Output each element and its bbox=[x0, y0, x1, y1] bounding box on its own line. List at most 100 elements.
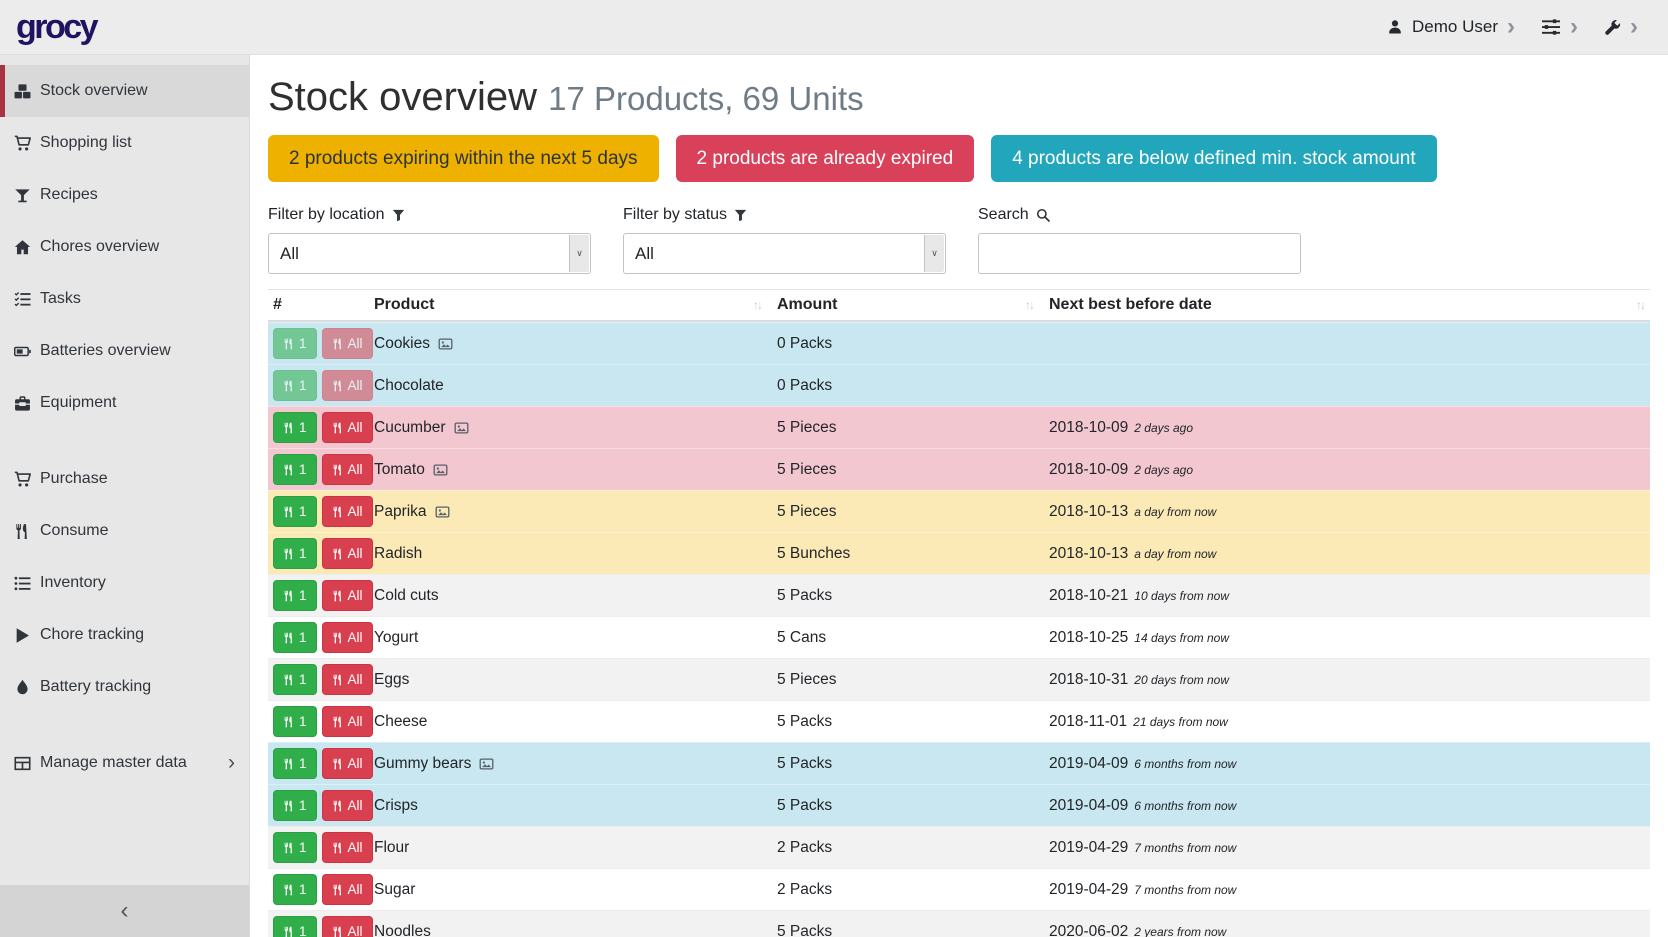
product-name[interactable]: Chocolate bbox=[374, 376, 444, 394]
utensils-icon bbox=[332, 548, 344, 560]
product-name[interactable]: Eggs bbox=[374, 670, 410, 688]
stock-table-body: 1 All Cookies 0 Packs bbox=[268, 322, 1650, 937]
consume-one-button[interactable]: 1 bbox=[273, 874, 317, 905]
utensils-icon bbox=[332, 632, 344, 644]
product-name[interactable]: Sugar bbox=[374, 880, 416, 898]
consume-all-button[interactable]: All bbox=[321, 748, 373, 779]
grocy-logo[interactable]: grocy bbox=[16, 7, 99, 46]
sort-icon[interactable]: ↑↓ bbox=[1025, 298, 1035, 312]
product-name[interactable]: Radish bbox=[374, 544, 423, 562]
product-name[interactable]: Crisps bbox=[374, 796, 418, 814]
consume-one-button[interactable]: 1 bbox=[273, 664, 317, 695]
consume-all-button[interactable]: All bbox=[321, 328, 373, 359]
consume-one-button[interactable]: 1 bbox=[273, 328, 317, 359]
consume-all-button[interactable]: All bbox=[321, 874, 373, 905]
sidebar-item-inventory[interactable]: Inventory bbox=[0, 557, 249, 609]
consume-one-button[interactable]: 1 bbox=[273, 706, 317, 737]
alert-info[interactable]: 4 products are below defined min. stock … bbox=[991, 135, 1437, 182]
consume-one-label: 1 bbox=[299, 882, 307, 897]
sort-icon[interactable]: ↑↓ bbox=[753, 298, 763, 312]
search-input[interactable] bbox=[978, 233, 1301, 274]
consume-one-button[interactable]: 1 bbox=[273, 748, 317, 779]
consume-one-button[interactable]: 1 bbox=[273, 496, 317, 527]
sidebar-item-recipes[interactable]: Recipes bbox=[0, 169, 249, 221]
consume-all-button[interactable]: All bbox=[321, 916, 373, 937]
consume-one-button[interactable]: 1 bbox=[273, 790, 317, 821]
column-header-product[interactable]: Product ↑↓ bbox=[374, 296, 777, 314]
sidebar-item-manage-master-data[interactable]: Manage master data › bbox=[0, 737, 249, 789]
consume-all-button[interactable]: All bbox=[321, 412, 373, 443]
product-image-icon[interactable] bbox=[438, 337, 453, 351]
product-name[interactable]: Flour bbox=[374, 838, 410, 856]
product-name[interactable]: Cucumber bbox=[374, 418, 446, 436]
funnel-icon bbox=[734, 209, 747, 222]
consume-one-button[interactable]: 1 bbox=[273, 832, 317, 863]
product-image-icon[interactable] bbox=[479, 757, 494, 771]
consume-all-label: All bbox=[347, 420, 363, 435]
cart-icon bbox=[14, 135, 31, 152]
consume-one-button[interactable]: 1 bbox=[273, 538, 317, 569]
settings-menu[interactable]: › bbox=[1541, 15, 1578, 39]
table-header: # Product ↑↓ Amount ↑↓ Next best before … bbox=[268, 289, 1650, 322]
consume-all-button[interactable]: All bbox=[321, 622, 373, 653]
sidebar-item-label: Consume bbox=[40, 522, 109, 539]
sidebar-item-equipment[interactable]: Equipment bbox=[0, 377, 249, 429]
consume-all-button[interactable]: All bbox=[321, 454, 373, 485]
product-name[interactable]: Cold cuts bbox=[374, 586, 439, 604]
product-name[interactable]: Cookies bbox=[374, 334, 430, 352]
best-before-date: 2018-10-09 bbox=[1049, 460, 1129, 478]
product-name[interactable]: Paprika bbox=[374, 502, 427, 520]
column-header-number: # bbox=[273, 296, 282, 313]
sidebar-item-shopping-list[interactable]: Shopping list bbox=[0, 117, 249, 169]
best-before-date: 2018-10-25 bbox=[1049, 628, 1129, 646]
consume-one-button[interactable]: 1 bbox=[273, 370, 317, 401]
product-name[interactable]: Tomato bbox=[374, 460, 425, 478]
product-image-icon[interactable] bbox=[435, 505, 450, 519]
consume-one-button[interactable]: 1 bbox=[273, 580, 317, 611]
column-header-date[interactable]: Next best before date ↑↓ bbox=[1049, 296, 1650, 314]
sort-icon[interactable]: ↑↓ bbox=[1636, 298, 1646, 312]
column-header-amount[interactable]: Amount ↑↓ bbox=[777, 296, 1049, 314]
collapse-sidebar-button[interactable]: ‹ bbox=[0, 885, 249, 937]
consume-all-button[interactable]: All bbox=[321, 538, 373, 569]
amount-cell: 5 Packs bbox=[777, 754, 833, 772]
sidebar-item-batteries-overview[interactable]: Batteries overview bbox=[0, 325, 249, 377]
consume-all-button[interactable]: All bbox=[321, 706, 373, 737]
location-select[interactable]: All ∨ bbox=[268, 233, 591, 274]
status-select[interactable]: All ∨ bbox=[623, 233, 946, 274]
relative-time: 6 months from now bbox=[1134, 756, 1237, 771]
consume-all-button[interactable]: All bbox=[321, 580, 373, 611]
consume-one-button[interactable]: 1 bbox=[273, 622, 317, 653]
row-actions: 1 All bbox=[273, 538, 374, 569]
product-image-icon[interactable] bbox=[433, 463, 448, 477]
consume-all-button[interactable]: All bbox=[321, 370, 373, 401]
sidebar-item-consume[interactable]: Consume bbox=[0, 505, 249, 557]
product-name[interactable]: Gummy bears bbox=[374, 754, 472, 772]
consume-one-button[interactable]: 1 bbox=[273, 916, 317, 937]
product-name[interactable]: Noodles bbox=[374, 922, 431, 937]
consume-all-button[interactable]: All bbox=[321, 790, 373, 821]
consume-one-button[interactable]: 1 bbox=[273, 412, 317, 443]
product-image-icon[interactable] bbox=[454, 421, 469, 435]
user-menu[interactable]: Demo User › bbox=[1387, 15, 1515, 39]
consume-all-button[interactable]: All bbox=[321, 664, 373, 695]
column-header-product-label: Product bbox=[374, 296, 435, 313]
sidebar-item-tasks[interactable]: Tasks bbox=[0, 273, 249, 325]
product-name[interactable]: Cheese bbox=[374, 712, 428, 730]
row-actions: 1 All bbox=[273, 706, 374, 737]
sidebar-item-chores-overview[interactable]: Chores overview bbox=[0, 221, 249, 273]
admin-menu[interactable]: › bbox=[1604, 15, 1638, 39]
consume-all-button[interactable]: All bbox=[321, 496, 373, 527]
sidebar: Stock overview Shopping list Recipes Cho… bbox=[0, 55, 250, 937]
alert-danger[interactable]: 2 products are already expired bbox=[675, 135, 975, 182]
sidebar-item-battery-tracking[interactable]: Battery tracking bbox=[0, 661, 249, 713]
relative-time: 20 days from now bbox=[1134, 672, 1230, 687]
sidebar-item-stock-overview[interactable]: Stock overview bbox=[0, 65, 249, 117]
alert-warning[interactable]: 2 products expiring within the next 5 da… bbox=[268, 135, 659, 182]
sidebar-item-chore-tracking[interactable]: Chore tracking bbox=[0, 609, 249, 661]
utensils-icon bbox=[332, 716, 344, 728]
sidebar-item-purchase[interactable]: Purchase bbox=[0, 453, 249, 505]
consume-all-button[interactable]: All bbox=[321, 832, 373, 863]
product-name[interactable]: Yogurt bbox=[374, 628, 419, 646]
consume-one-button[interactable]: 1 bbox=[273, 454, 317, 485]
